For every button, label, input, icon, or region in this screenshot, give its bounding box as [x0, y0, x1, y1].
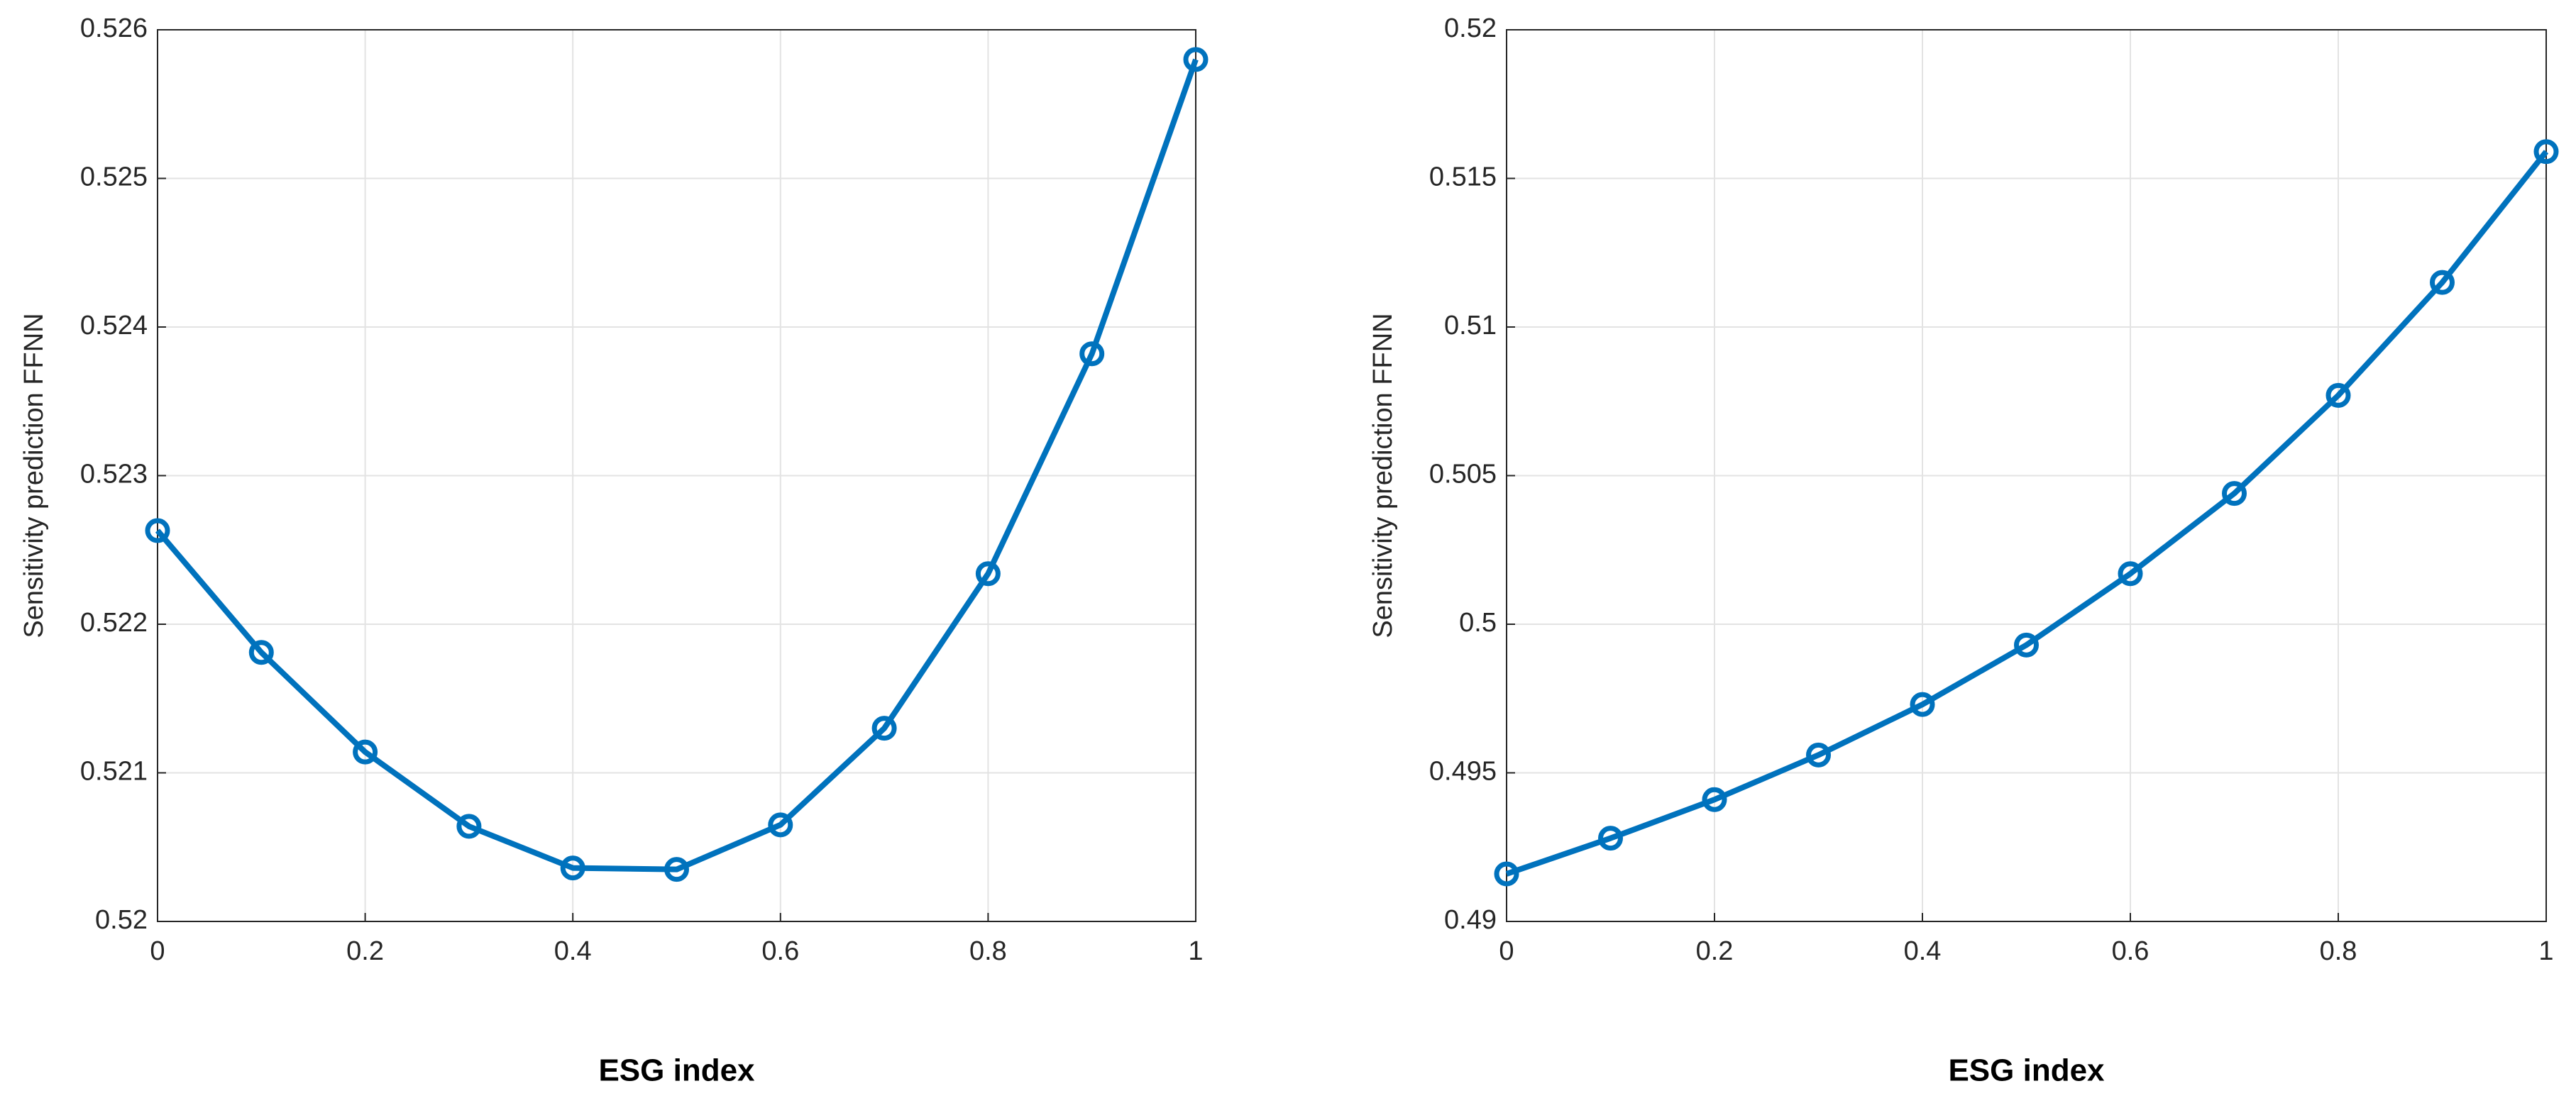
x-tick-label: 0.6 [2112, 936, 2150, 966]
x-tick-label: 0 [1499, 936, 1514, 966]
x-tick-label: 0.2 [1696, 936, 1734, 966]
x-tick-label: 0.6 [761, 936, 799, 966]
marker [768, 812, 793, 838]
marker [2222, 481, 2247, 506]
x-tick-label: 0 [150, 936, 165, 966]
y-axis-title: Sensitivity prediction FFNN [19, 313, 49, 638]
y-tick-label: 0.526 [80, 13, 148, 43]
marker [975, 561, 1001, 587]
x-tick-label: 1 [2538, 936, 2553, 966]
marker [2014, 632, 2039, 658]
y-tick-label: 0.515 [1429, 162, 1497, 192]
x-axis-title: ESG index [598, 1053, 755, 1088]
marker [456, 814, 482, 839]
marker [2430, 270, 2455, 295]
marker [248, 640, 274, 665]
marker [2118, 561, 2143, 587]
y-tick-label: 0.5 [1459, 608, 1497, 638]
y-tick-label: 0.49 [1444, 905, 1497, 935]
y-tick-label: 0.51 [1444, 311, 1497, 340]
marker [1494, 861, 1519, 887]
marker [664, 857, 689, 882]
plot-border [1506, 29, 2547, 922]
x-tick-label: 0.8 [2320, 936, 2357, 966]
y-tick-label: 0.525 [80, 162, 148, 192]
y-tick-label: 0.52 [95, 905, 148, 935]
x-tick-label: 0.2 [346, 936, 384, 966]
marker [2533, 139, 2559, 165]
line [155, 58, 1199, 872]
y-tick-label: 0.522 [80, 608, 148, 638]
x-tick-label: 0.4 [1904, 936, 1942, 966]
marker [871, 716, 897, 741]
marker [560, 855, 585, 881]
marker [1702, 787, 1727, 812]
line [1505, 150, 2549, 877]
x-axis-title: ESG index [1948, 1053, 2105, 1088]
y-tick-label: 0.495 [1429, 757, 1497, 787]
x-tick-label: 1 [1188, 936, 1203, 966]
marker [1806, 742, 1831, 768]
y-tick-label: 0.523 [80, 460, 148, 489]
marker [353, 739, 378, 765]
y-tick-label: 0.521 [80, 757, 148, 787]
x-tick-label: 0.4 [554, 936, 592, 966]
plot-border [157, 29, 1196, 922]
y-tick-label: 0.524 [80, 311, 148, 340]
marker [1183, 47, 1209, 72]
marker [145, 518, 170, 543]
y-axis-title: Sensitivity prediction FFNN [1368, 313, 1398, 638]
marker [2325, 382, 2351, 408]
y-tick-label: 0.505 [1429, 460, 1497, 489]
y-tick-label: 0.52 [1444, 13, 1497, 43]
marker [1910, 692, 1935, 717]
x-tick-label: 0.8 [969, 936, 1007, 966]
marker [1079, 341, 1105, 367]
marker [1598, 826, 1623, 851]
